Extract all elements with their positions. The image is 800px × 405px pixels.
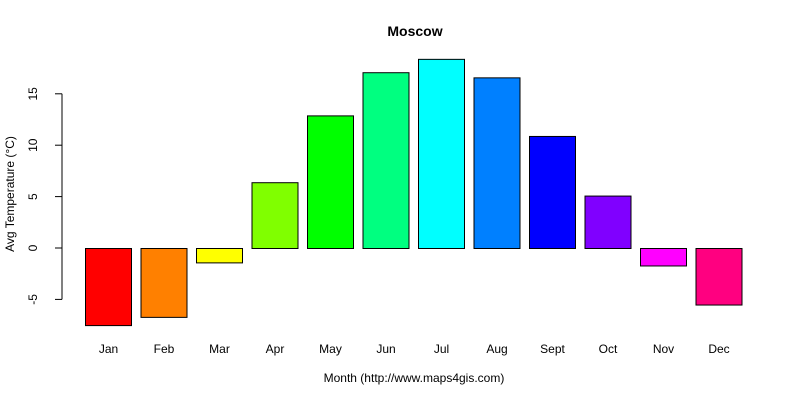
bar-apr <box>251 182 299 249</box>
x-tick-label: Jul <box>434 342 449 356</box>
x-tick-label: Apr <box>266 342 285 356</box>
x-tick-label: Jun <box>376 342 395 356</box>
bars <box>85 58 743 327</box>
x-tick-label: Mar <box>209 342 230 356</box>
y-axis: -5 0 5 10 15 <box>26 87 63 305</box>
x-tick-label: Oct <box>599 342 618 356</box>
x-axis-label: Month (http://www.maps4gis.com) <box>324 371 505 385</box>
x-tick-label: Dec <box>708 342 729 356</box>
y-tick-label: -5 <box>26 294 40 305</box>
bar-sept <box>529 135 576 249</box>
x-tick-label: May <box>319 342 342 356</box>
x-tick-label: Feb <box>154 342 175 356</box>
bar-may <box>307 115 354 249</box>
x-tick-label: Nov <box>653 342 674 356</box>
bar-mar <box>196 248 243 264</box>
bar-nov <box>640 248 687 267</box>
x-tick-label: Jan <box>99 342 118 356</box>
y-tick-label: 10 <box>26 138 40 152</box>
x-tick-label: Sept <box>540 342 565 356</box>
x-tick-label: Aug <box>486 342 507 356</box>
bar-aug <box>473 77 521 249</box>
chart-title: Moscow <box>387 23 442 39</box>
bar-jan <box>85 248 132 327</box>
y-tick-label: 0 <box>26 244 40 251</box>
bar-feb <box>140 248 188 318</box>
bar-oct <box>584 195 632 250</box>
bar-jul <box>418 58 465 249</box>
y-axis-label: Avg Temperature (°C) <box>3 136 17 252</box>
bar-jun <box>362 72 410 249</box>
y-tick-label: 5 <box>26 193 40 200</box>
bar-dec <box>695 248 743 306</box>
y-tick-label: 15 <box>26 87 40 101</box>
x-tick-labels: Jan Feb Mar Apr May Jun Jul Aug Sept Oct Nov Dec <box>99 342 730 356</box>
